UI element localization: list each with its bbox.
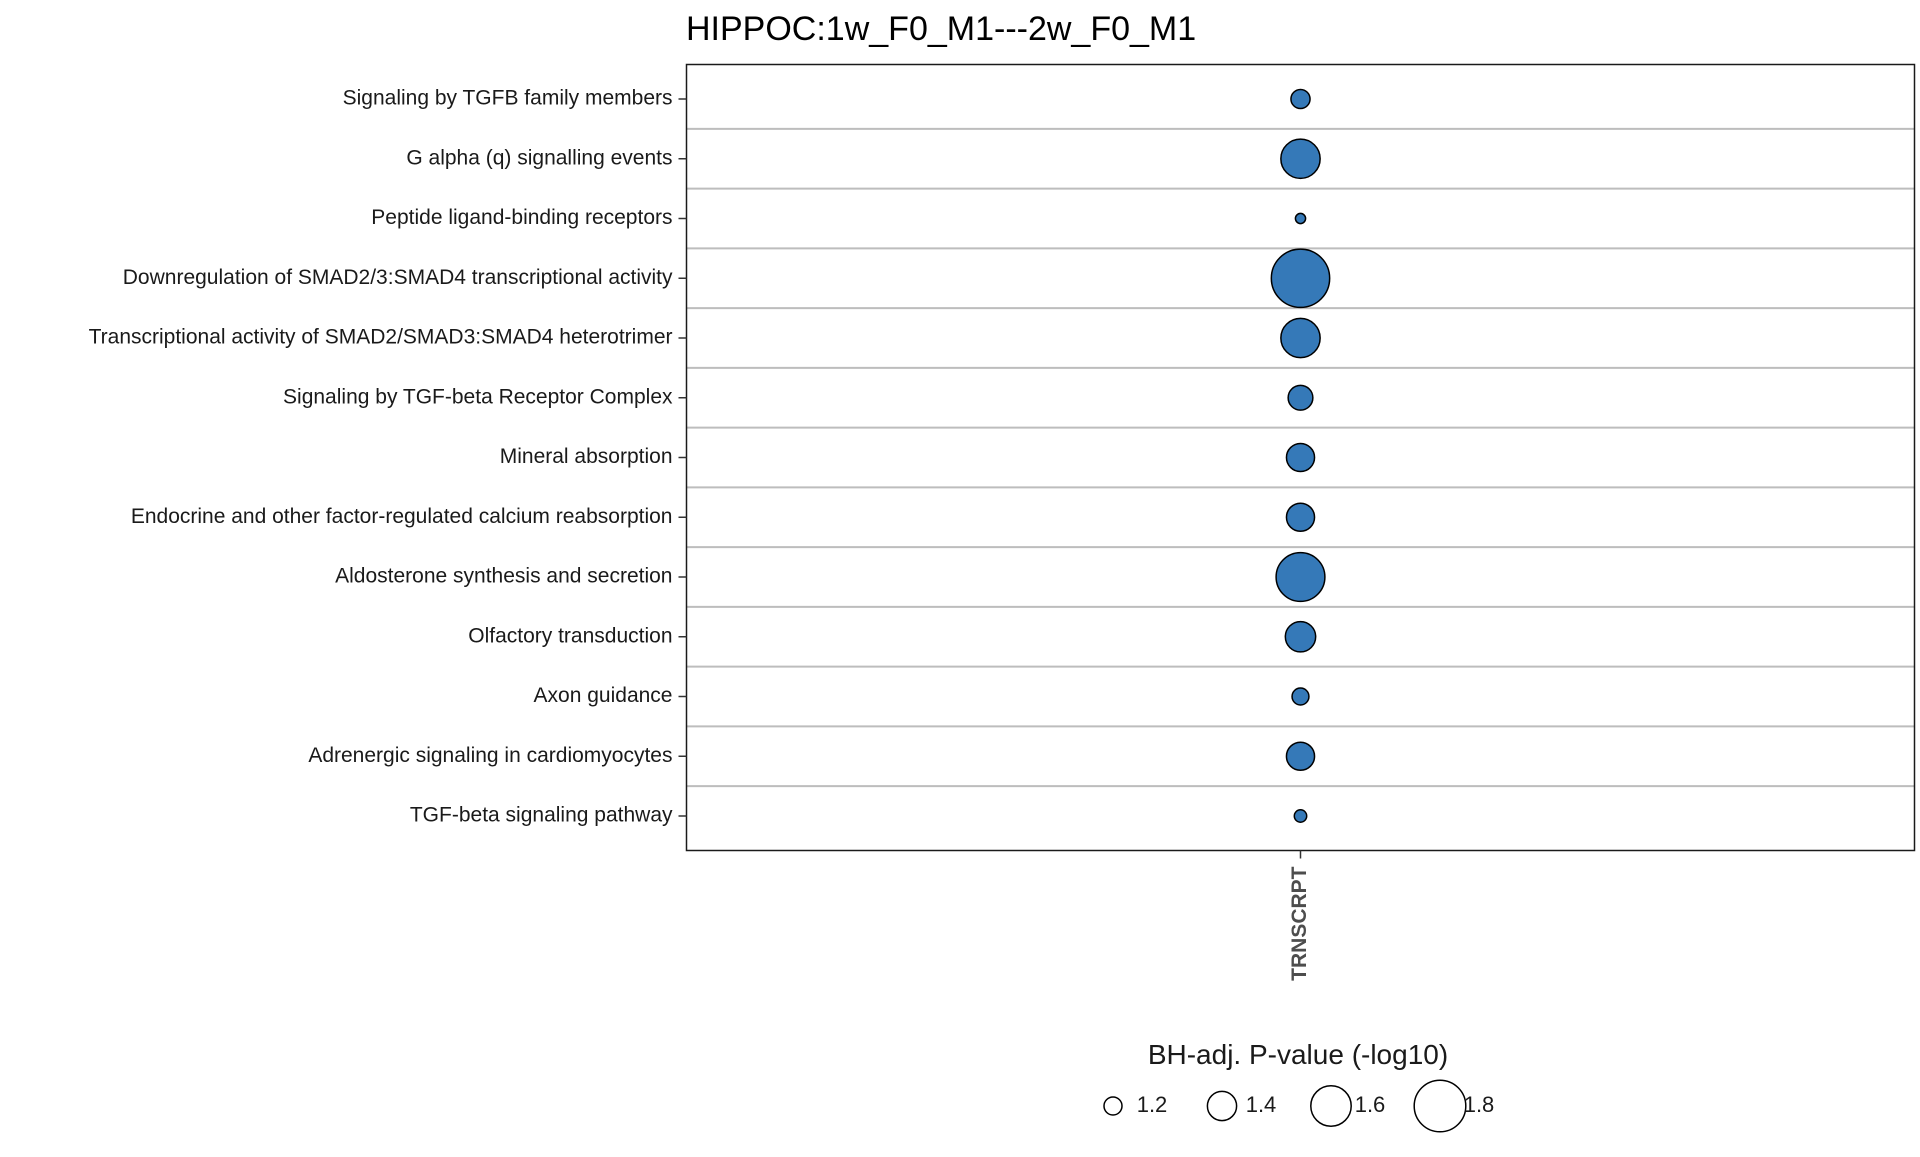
data-point: [1275, 551, 1326, 603]
y-tick-label: TGF-beta signaling pathway: [410, 804, 673, 827]
y-axis: Signaling by TGFB family members G alpha …: [89, 87, 687, 827]
legend-key-circle: [1206, 1090, 1238, 1122]
legend-key-circle: [1413, 1079, 1467, 1133]
chart-title: HIPPOC:1w_F0_M1---2w_F0_M1: [686, 10, 1196, 48]
data-point: [1290, 88, 1311, 110]
grid-lines: [686, 127, 1915, 788]
data-point: [1285, 741, 1316, 772]
y-tick-label: G alpha (q) signalling events: [406, 146, 672, 169]
y-tick-label: Axon guidance: [534, 684, 673, 707]
x-axis: TRNSCRPT: [1288, 850, 1311, 981]
legend-key-label: 1.8: [1464, 1092, 1495, 1117]
data-point: [1270, 248, 1331, 309]
y-tick-label: Olfactory transduction: [468, 624, 672, 647]
legend-key-circle: [1310, 1085, 1352, 1127]
y-tick-label: Aldosterone synthesis and secretion: [335, 565, 672, 588]
y-tick-label: Adrenergic signaling in cardiomyocytes: [308, 744, 672, 767]
data-point: [1285, 502, 1316, 533]
data-point: [1291, 687, 1310, 706]
size-legend: BH-adj. P-value (-log10) 1.2 1.4 1.6 1.8: [1103, 1039, 1495, 1133]
data-point: [1293, 809, 1308, 823]
data-points: [1270, 88, 1331, 823]
data-point: [1284, 620, 1317, 653]
y-tick-label: Mineral absorption: [500, 445, 673, 468]
y-tick-label: Signaling by TGF-beta Receptor Complex: [283, 385, 673, 408]
data-point: [1294, 212, 1307, 225]
legend-title: BH-adj. P-value (-log10): [1148, 1039, 1448, 1070]
y-tick-label: Transcriptional activity of SMAD2/SMAD3:…: [89, 326, 673, 349]
x-tick-label: TRNSCRPT: [1288, 866, 1311, 981]
y-tick-label: Peptide ligand-binding receptors: [371, 206, 672, 229]
legend-key-label: 1.2: [1137, 1092, 1168, 1117]
data-point: [1287, 384, 1314, 411]
legend-key-circle: [1103, 1096, 1123, 1116]
y-tick-label: Signaling by TGFB family members: [343, 87, 673, 110]
data-point: [1285, 442, 1316, 473]
y-tick-label: Downregulation of SMAD2/3:SMAD4 transcri…: [123, 266, 673, 289]
data-point: [1280, 317, 1321, 359]
y-tick-label: Endocrine and other factor-regulated cal…: [131, 505, 673, 528]
data-point: [1280, 138, 1321, 180]
legend-key-label: 1.6: [1355, 1092, 1386, 1117]
legend-key-label: 1.4: [1246, 1092, 1277, 1117]
